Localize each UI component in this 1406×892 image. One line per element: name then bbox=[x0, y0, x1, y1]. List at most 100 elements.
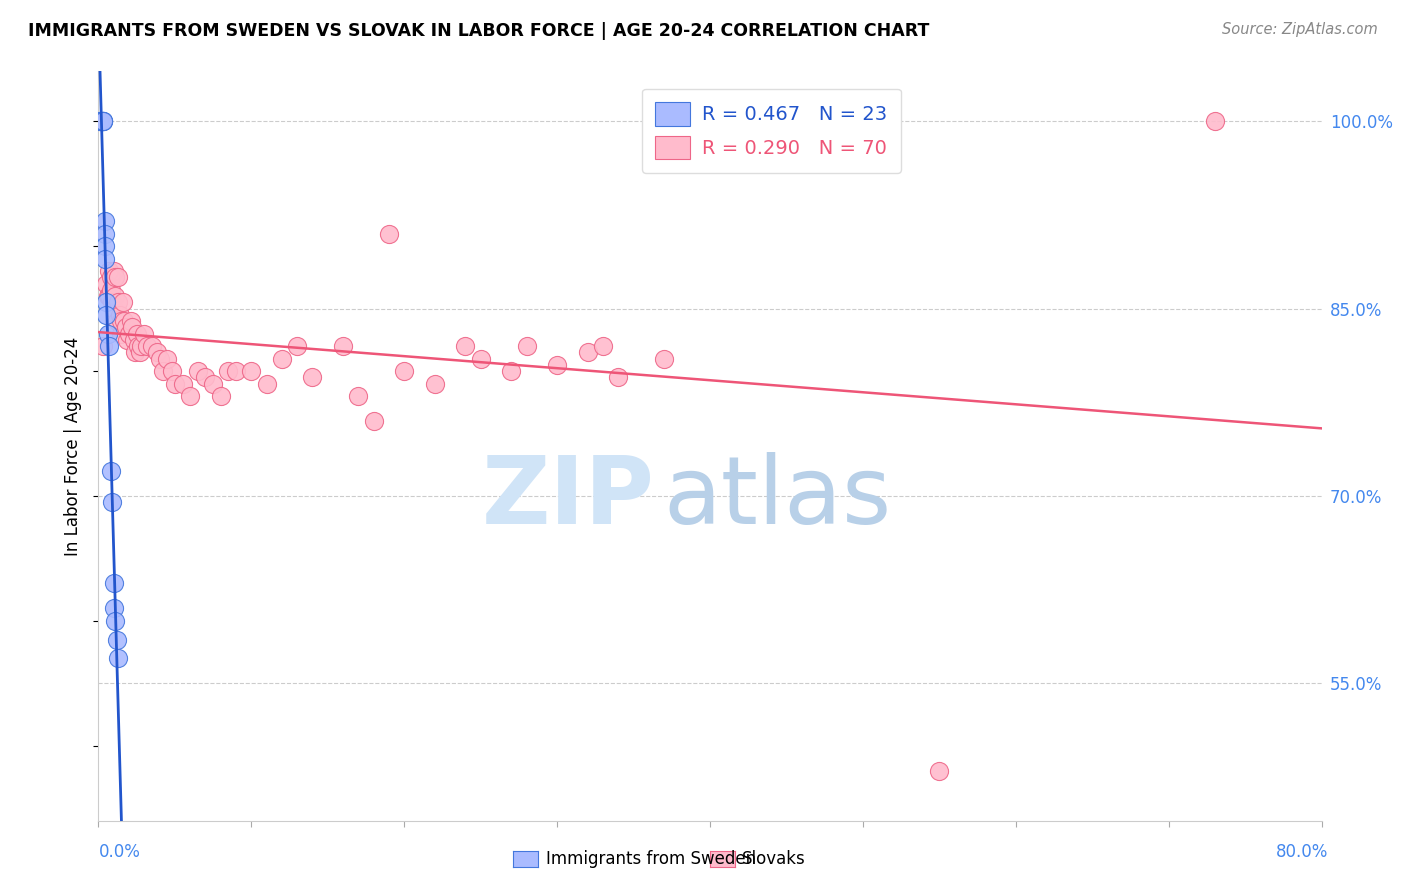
Point bbox=[128, 345, 150, 359]
Point bbox=[94, 295, 117, 310]
Point bbox=[103, 301, 125, 316]
Point bbox=[141, 339, 163, 353]
Point bbox=[100, 270, 122, 285]
Point bbox=[98, 339, 121, 353]
Point bbox=[121, 320, 143, 334]
Point bbox=[91, 339, 114, 353]
Point bbox=[156, 351, 179, 366]
Point bbox=[160, 364, 183, 378]
Point bbox=[107, 651, 129, 665]
Point bbox=[91, 114, 114, 128]
Point bbox=[101, 295, 124, 310]
Point bbox=[107, 270, 129, 285]
Point bbox=[285, 339, 308, 353]
Point bbox=[115, 320, 138, 334]
Point bbox=[134, 326, 156, 341]
Point bbox=[607, 370, 630, 384]
Point bbox=[125, 326, 148, 341]
Point bbox=[111, 295, 134, 310]
Point bbox=[98, 289, 121, 303]
Point bbox=[209, 389, 232, 403]
Point bbox=[546, 358, 568, 372]
Point bbox=[93, 214, 115, 228]
Point bbox=[101, 495, 124, 509]
Point bbox=[501, 364, 523, 378]
Point bbox=[93, 239, 115, 253]
Point bbox=[652, 351, 675, 366]
Text: Slovaks: Slovaks bbox=[742, 850, 806, 868]
Point bbox=[105, 314, 128, 328]
Point bbox=[576, 345, 599, 359]
Point bbox=[105, 632, 128, 647]
Point bbox=[240, 364, 263, 378]
Legend: R = 0.467   N = 23, R = 0.290   N = 70: R = 0.467 N = 23, R = 0.290 N = 70 bbox=[641, 88, 901, 173]
Point bbox=[93, 252, 115, 266]
Point bbox=[103, 576, 125, 591]
Point bbox=[110, 314, 132, 328]
Point bbox=[928, 764, 950, 778]
Point bbox=[90, 114, 112, 128]
Point bbox=[120, 314, 142, 328]
Point bbox=[104, 614, 127, 628]
Point bbox=[91, 114, 114, 128]
Point bbox=[112, 314, 135, 328]
Point bbox=[97, 289, 120, 303]
Point bbox=[149, 351, 172, 366]
Point bbox=[194, 370, 217, 384]
Point bbox=[470, 351, 492, 366]
Point bbox=[100, 283, 122, 297]
Point bbox=[107, 295, 129, 310]
Point bbox=[100, 464, 122, 478]
Point bbox=[103, 264, 125, 278]
Point bbox=[136, 339, 159, 353]
Point bbox=[122, 333, 145, 347]
Point bbox=[332, 339, 354, 353]
Text: Source: ZipAtlas.com: Source: ZipAtlas.com bbox=[1222, 22, 1378, 37]
Point bbox=[152, 364, 174, 378]
Point bbox=[94, 308, 117, 322]
Point bbox=[91, 114, 114, 128]
Point bbox=[129, 339, 152, 353]
Point bbox=[202, 376, 225, 391]
Point bbox=[423, 376, 446, 391]
Point bbox=[392, 364, 416, 378]
Point bbox=[103, 601, 125, 615]
Point bbox=[301, 370, 323, 384]
Point bbox=[225, 364, 247, 378]
Point bbox=[163, 376, 186, 391]
Point bbox=[90, 114, 112, 128]
Point bbox=[347, 389, 370, 403]
Point bbox=[172, 376, 194, 391]
Point bbox=[363, 414, 385, 428]
Point bbox=[187, 364, 209, 378]
Point bbox=[592, 339, 614, 353]
Point bbox=[97, 326, 120, 341]
Point bbox=[270, 351, 292, 366]
Y-axis label: In Labor Force | Age 20-24: In Labor Force | Age 20-24 bbox=[65, 336, 83, 556]
Text: IMMIGRANTS FROM SWEDEN VS SLOVAK IN LABOR FORCE | AGE 20-24 CORRELATION CHART: IMMIGRANTS FROM SWEDEN VS SLOVAK IN LABO… bbox=[28, 22, 929, 40]
Point bbox=[91, 114, 114, 128]
Point bbox=[378, 227, 401, 241]
Text: ZIP: ZIP bbox=[482, 452, 655, 544]
Point bbox=[217, 364, 239, 378]
Point bbox=[108, 308, 131, 322]
Point bbox=[179, 389, 201, 403]
Text: atlas: atlas bbox=[664, 452, 891, 544]
Point bbox=[89, 114, 111, 128]
Point bbox=[110, 326, 132, 341]
Point bbox=[454, 339, 477, 353]
Point bbox=[256, 376, 278, 391]
Point bbox=[516, 339, 538, 353]
Point bbox=[104, 270, 127, 285]
Point bbox=[94, 277, 117, 291]
Point bbox=[145, 345, 167, 359]
Point bbox=[104, 289, 127, 303]
Point bbox=[89, 114, 111, 128]
Point bbox=[127, 339, 149, 353]
Text: Immigrants from Sweden: Immigrants from Sweden bbox=[546, 850, 755, 868]
Point bbox=[1204, 114, 1226, 128]
Point bbox=[124, 345, 146, 359]
Point bbox=[118, 326, 141, 341]
Point bbox=[93, 227, 115, 241]
Text: 80.0%: 80.0% bbox=[1277, 843, 1329, 861]
